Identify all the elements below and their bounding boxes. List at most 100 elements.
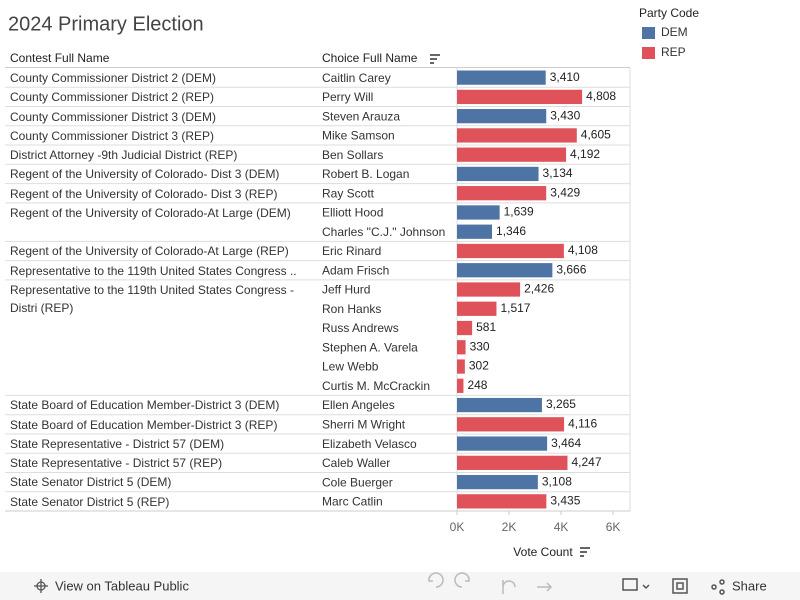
value-label: 1,346 <box>496 224 526 238</box>
value-label: 4,116 <box>568 416 597 430</box>
bar <box>457 474 538 490</box>
value-label: 1,639 <box>504 205 534 219</box>
legend-title: Party Code <box>639 6 699 20</box>
x-tick-label: 0K <box>450 520 465 534</box>
x-axis-title: Vote Count <box>513 545 573 559</box>
contest-label: State Representative - District 57 (REP) <box>10 456 223 471</box>
contest-label: Representative to the 119th United State… <box>10 263 297 278</box>
sort-icon[interactable] <box>580 547 590 557</box>
choice-label: Mike Samson <box>322 129 395 143</box>
choice-label: Robert B. Logan <box>322 167 409 181</box>
bar <box>457 147 567 162</box>
tableau-icon[interactable] <box>34 579 48 593</box>
value-label: 4,108 <box>568 243 598 257</box>
bar <box>457 301 497 316</box>
toolbar-icons[interactable] <box>428 572 553 594</box>
choice-label: Lew Webb <box>322 360 379 374</box>
choice-label: Ray Scott <box>322 186 375 200</box>
choice-label: Adam Frisch <box>322 263 389 277</box>
x-tick-label: 6K <box>606 520 621 534</box>
bar <box>457 89 583 105</box>
share-link[interactable]: Share <box>732 578 767 593</box>
choice-label: Steven Arauza <box>322 109 400 123</box>
bar <box>457 378 464 393</box>
column-header: Choice Full Name <box>322 51 418 65</box>
choice-label: Caleb Waller <box>322 456 390 470</box>
bar <box>457 70 546 85</box>
toolbar-icons[interactable] <box>622 578 725 595</box>
legend-swatch <box>642 47 655 59</box>
value-label: 4,808 <box>586 89 616 103</box>
value-label: 3,410 <box>550 70 580 84</box>
choice-label: Caitlin Carey <box>322 71 391 85</box>
contest-label: District Attorney -9th Judicial District… <box>10 148 238 163</box>
bar <box>457 282 521 297</box>
bar <box>457 320 473 336</box>
legend-swatch <box>642 27 655 39</box>
bar <box>457 436 548 451</box>
value-label: 3,430 <box>550 108 580 122</box>
bar <box>457 417 565 432</box>
contest-label: State Representative - District 57 (DEM) <box>10 436 225 451</box>
contest-label: County Commissioner District 3 (DEM) <box>10 109 217 124</box>
bar <box>457 397 542 413</box>
value-label: 4,605 <box>581 128 611 142</box>
column-header: Contest Full Name <box>10 51 110 65</box>
x-tick-label: 2K <box>502 520 517 534</box>
bar <box>457 109 547 124</box>
value-label: 302 <box>469 359 489 373</box>
bar <box>457 263 553 278</box>
choice-label: Ellen Angeles <box>322 398 395 412</box>
value-label: 248 <box>467 378 487 392</box>
choice-label: Elizabeth Velasco <box>322 437 417 451</box>
value-label: 3,666 <box>556 262 586 276</box>
bar <box>457 128 577 143</box>
value-label: 3,429 <box>550 185 580 199</box>
legend-label: REP <box>661 45 686 59</box>
choice-label: Marc Catlin <box>322 495 383 509</box>
bar <box>457 359 465 374</box>
bar <box>457 494 547 509</box>
contest-label: Regent of the University of Colorado- Di… <box>10 167 280 182</box>
value-label: 3,134 <box>543 166 573 180</box>
contest-label: County Commissioner District 2 (REP) <box>10 90 215 105</box>
choice-label: Ben Sollars <box>322 148 383 162</box>
value-label: 330 <box>470 339 490 353</box>
sort-icon[interactable] <box>430 54 440 64</box>
value-label: 3,108 <box>542 474 572 488</box>
contest-label: Regent of the University of Colorado-At … <box>10 205 291 220</box>
bar <box>457 205 500 220</box>
choice-label: Charles "C.J." Johnson <box>322 225 445 239</box>
value-label: 581 <box>476 320 496 334</box>
bar <box>457 166 539 182</box>
value-label: 4,247 <box>571 455 601 469</box>
choice-label: Jeff Hurd <box>322 283 370 297</box>
chart-title: 2024 Primary Election <box>8 13 204 35</box>
choice-label: Ron Hanks <box>322 302 381 316</box>
contest-label: State Board of Education Member-District… <box>10 417 278 432</box>
choice-label: Perry Will <box>322 90 373 104</box>
value-label: 4,192 <box>570 147 600 161</box>
choice-label: Stephen A. Varela <box>322 340 418 354</box>
contest-label: Regent of the University of Colorado-At … <box>10 244 289 259</box>
value-label: 3,435 <box>550 494 580 508</box>
value-label: 2,426 <box>524 282 554 296</box>
contest-label: Representative to the 119th United State… <box>10 282 294 315</box>
bar <box>457 224 493 239</box>
toolbar <box>0 572 800 600</box>
contest-label: County Commissioner District 2 (DEM) <box>10 71 217 85</box>
contest-label: State Board of Education Member-District… <box>10 398 280 413</box>
view-link[interactable]: View on Tableau Public <box>55 578 189 593</box>
bar <box>457 455 568 470</box>
bar <box>457 243 564 259</box>
legend-label: DEM <box>661 25 688 39</box>
contest-label: State Senator District 5 (REP) <box>10 494 170 509</box>
bar <box>457 340 466 355</box>
value-label: 3,265 <box>546 397 576 411</box>
x-tick-label: 4K <box>554 520 569 534</box>
value-label: 1,517 <box>500 301 530 315</box>
choice-label: Eric Rinard <box>322 244 381 258</box>
choice-label: Curtis M. McCrackin <box>322 379 430 393</box>
choice-label: Cole Buerger <box>322 475 393 489</box>
